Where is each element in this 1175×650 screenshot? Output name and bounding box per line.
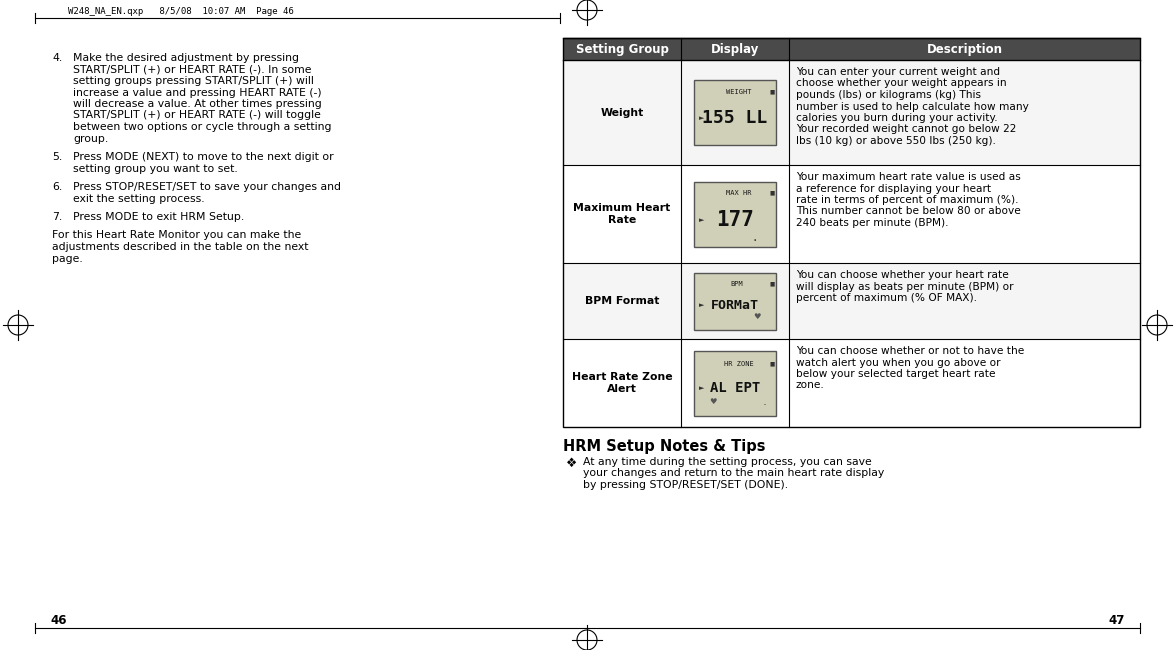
Text: .: . xyxy=(753,229,757,244)
Text: WEIGHT: WEIGHT xyxy=(726,88,752,95)
Text: Make the desired adjustment by pressing: Make the desired adjustment by pressing xyxy=(73,53,298,63)
Text: 6.: 6. xyxy=(52,182,62,192)
Text: below your selected target heart rate: below your selected target heart rate xyxy=(795,369,995,379)
Text: Heart Rate Zone: Heart Rate Zone xyxy=(572,372,672,382)
Text: will decrease a value. At other times pressing: will decrease a value. At other times pr… xyxy=(73,99,322,109)
Text: calories you burn during your activity.: calories you burn during your activity. xyxy=(795,113,998,123)
Text: 7.: 7. xyxy=(52,212,62,222)
Text: ►: ► xyxy=(699,114,704,121)
Text: Your recorded weight cannot go below 22: Your recorded weight cannot go below 22 xyxy=(795,125,1016,135)
Text: W248_NA_EN.qxp   8/5/08  10:07 AM  Page 46: W248_NA_EN.qxp 8/5/08 10:07 AM Page 46 xyxy=(68,6,294,16)
Text: Setting Group: Setting Group xyxy=(576,42,669,55)
Text: 5.: 5. xyxy=(52,152,62,162)
Text: Press MODE (NEXT) to move to the next digit or: Press MODE (NEXT) to move to the next di… xyxy=(73,152,334,162)
Text: your changes and return to the main heart rate display: your changes and return to the main hear… xyxy=(583,469,885,478)
Text: You can choose whether your heart rate: You can choose whether your heart rate xyxy=(795,270,1009,280)
Text: ■: ■ xyxy=(770,89,774,94)
Text: ❖: ❖ xyxy=(566,457,577,470)
Bar xyxy=(563,60,1140,165)
Bar xyxy=(563,38,1140,60)
Text: START/SPLIT (+) or HEART RATE (-). In some: START/SPLIT (+) or HEART RATE (-). In so… xyxy=(73,64,311,75)
Text: Alert: Alert xyxy=(607,384,637,395)
Text: This number cannot be below 80 or above: This number cannot be below 80 or above xyxy=(795,207,1021,216)
Text: .: . xyxy=(763,395,767,408)
Bar xyxy=(694,181,776,246)
Text: ♥: ♥ xyxy=(753,313,760,322)
Bar xyxy=(563,38,1140,427)
Text: BPM Format: BPM Format xyxy=(585,296,659,306)
Text: adjustments described in the table on the next: adjustments described in the table on th… xyxy=(52,242,309,252)
Text: will display as beats per minute (BPM) or: will display as beats per minute (BPM) o… xyxy=(795,281,1014,291)
Text: 47: 47 xyxy=(1109,614,1124,627)
Text: HRM Setup Notes & Tips: HRM Setup Notes & Tips xyxy=(563,439,765,454)
Text: Rate: Rate xyxy=(607,215,636,226)
Text: between two options or cycle through a setting: between two options or cycle through a s… xyxy=(73,122,331,132)
Text: Description: Description xyxy=(927,42,1002,55)
Text: setting group you want to set.: setting group you want to set. xyxy=(73,164,237,174)
Text: page.: page. xyxy=(52,254,82,263)
Text: For this Heart Rate Monitor you can make the: For this Heart Rate Monitor you can make… xyxy=(52,231,301,240)
Bar xyxy=(694,80,776,145)
Text: pounds (lbs) or kilograms (kg) This: pounds (lbs) or kilograms (kg) This xyxy=(795,90,981,100)
Text: Press MODE to exit HRM Setup.: Press MODE to exit HRM Setup. xyxy=(73,212,244,222)
Text: Your maximum heart rate value is used as: Your maximum heart rate value is used as xyxy=(795,172,1021,182)
Text: 46: 46 xyxy=(51,614,67,627)
Text: AL EPT: AL EPT xyxy=(710,381,760,395)
Text: number is used to help calculate how many: number is used to help calculate how man… xyxy=(795,101,1029,112)
Text: 240 beats per minute (BPM).: 240 beats per minute (BPM). xyxy=(795,218,948,228)
Text: zone.: zone. xyxy=(795,380,825,391)
Text: ♥: ♥ xyxy=(710,396,717,406)
Bar xyxy=(563,339,1140,427)
Text: Press STOP/RESET/SET to save your changes and: Press STOP/RESET/SET to save your change… xyxy=(73,182,341,192)
Bar xyxy=(694,350,776,415)
Text: ■: ■ xyxy=(770,190,774,196)
Text: by pressing STOP/RESET/SET (DONE).: by pressing STOP/RESET/SET (DONE). xyxy=(583,480,788,490)
Text: 177: 177 xyxy=(716,211,754,231)
Bar xyxy=(563,165,1140,263)
Text: lbs (10 kg) or above 550 lbs (250 kg).: lbs (10 kg) or above 550 lbs (250 kg). xyxy=(795,136,996,146)
Text: watch alert you when you go above or: watch alert you when you go above or xyxy=(795,358,1000,367)
Text: ■: ■ xyxy=(770,281,774,287)
Text: group.: group. xyxy=(73,133,108,144)
Text: increase a value and pressing HEART RATE (-): increase a value and pressing HEART RATE… xyxy=(73,88,322,97)
Bar xyxy=(694,272,776,330)
Text: HR ZONE: HR ZONE xyxy=(724,361,754,367)
Text: You can choose whether or not to have the: You can choose whether or not to have th… xyxy=(795,346,1025,356)
Text: rate in terms of percent of maximum (%).: rate in terms of percent of maximum (%). xyxy=(795,195,1019,205)
Text: Display: Display xyxy=(711,42,759,55)
Text: MAX HR: MAX HR xyxy=(726,190,752,196)
Text: FORMaT: FORMaT xyxy=(711,299,759,312)
Text: BPM: BPM xyxy=(731,281,744,287)
Bar xyxy=(563,263,1140,339)
Text: 4.: 4. xyxy=(52,53,62,63)
Text: ■: ■ xyxy=(770,361,774,366)
Text: At any time during the setting process, you can save: At any time during the setting process, … xyxy=(583,457,872,467)
Text: a reference for displaying your heart: a reference for displaying your heart xyxy=(795,183,992,194)
Text: Maximum Heart: Maximum Heart xyxy=(573,203,671,213)
Text: Weight: Weight xyxy=(600,107,644,118)
Text: You can enter your current weight and: You can enter your current weight and xyxy=(795,67,1000,77)
Text: exit the setting process.: exit the setting process. xyxy=(73,194,204,203)
Text: ►: ► xyxy=(699,218,704,224)
Text: setting groups pressing START/SPLIT (+) will: setting groups pressing START/SPLIT (+) … xyxy=(73,76,314,86)
Text: ►: ► xyxy=(699,385,704,391)
Text: 155 LL: 155 LL xyxy=(703,109,767,127)
Text: percent of maximum (% OF MAX).: percent of maximum (% OF MAX). xyxy=(795,293,976,303)
Text: ►: ► xyxy=(699,302,704,309)
Text: START/SPLIT (+) or HEART RATE (-) will toggle: START/SPLIT (+) or HEART RATE (-) will t… xyxy=(73,111,321,120)
Text: choose whether your weight appears in: choose whether your weight appears in xyxy=(795,79,1007,88)
